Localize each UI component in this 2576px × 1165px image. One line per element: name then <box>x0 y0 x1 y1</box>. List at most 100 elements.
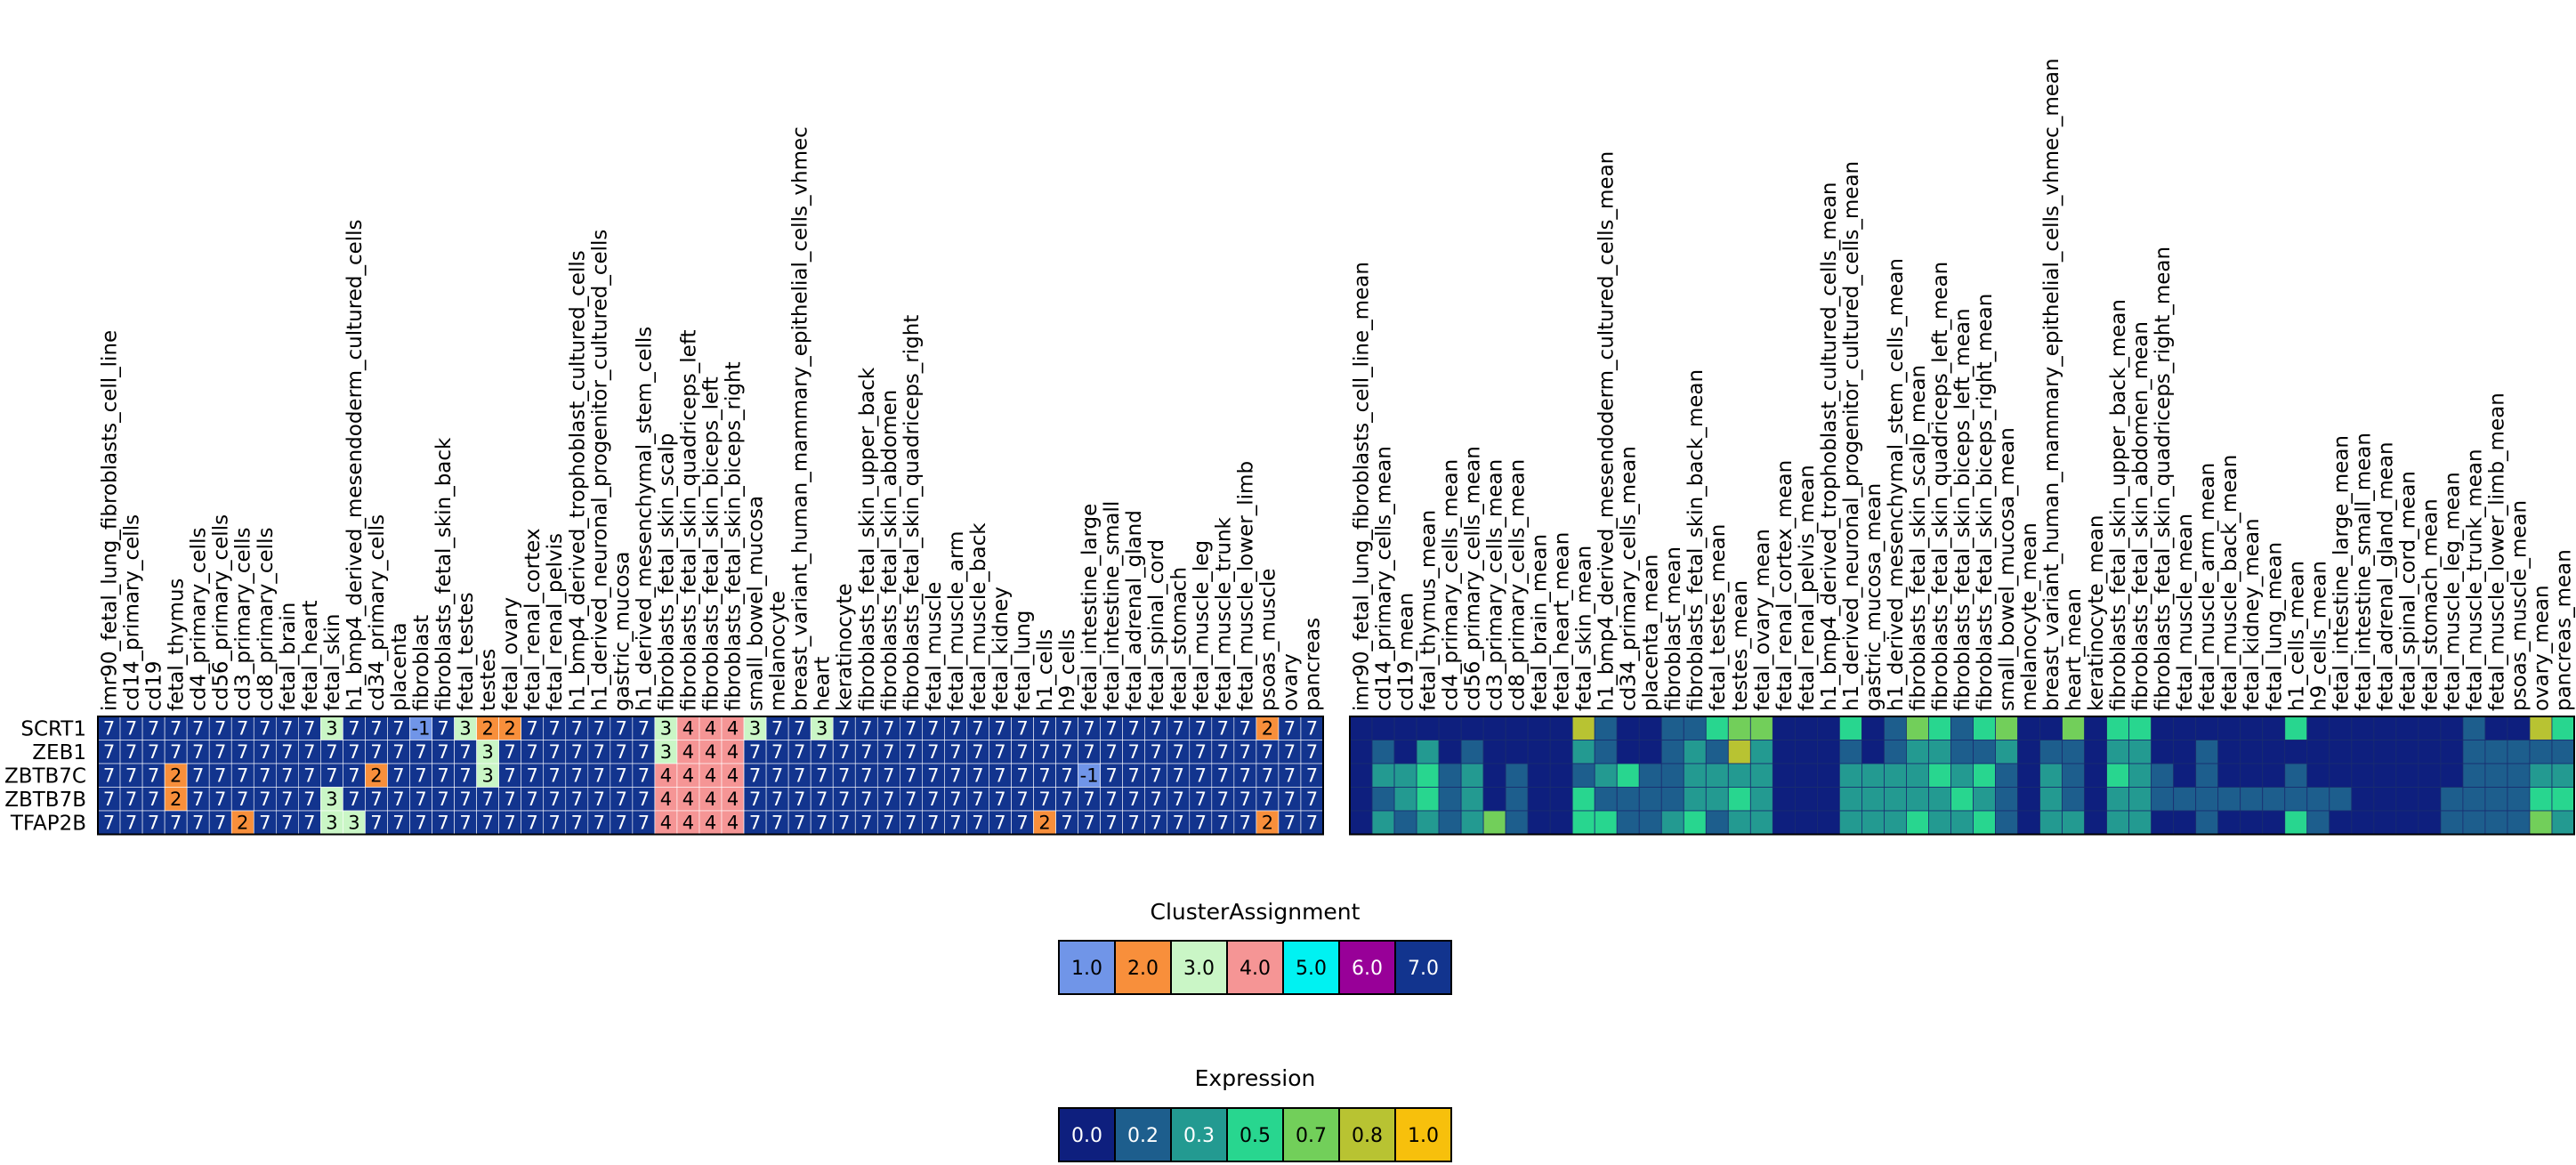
cell-value: 7 <box>370 789 382 810</box>
heatmap-cell <box>2440 787 2464 812</box>
heatmap-cell <box>2484 716 2508 740</box>
cell-value: 2 <box>1262 717 1273 739</box>
cell-value: 7 <box>972 812 983 833</box>
column-label: fetal_thymus_mean <box>1417 510 1441 711</box>
heatmap-cell <box>2240 763 2264 788</box>
cell-value: 7 <box>949 765 961 786</box>
column-label: fetal_testes <box>455 592 478 711</box>
heatmap-cell <box>2217 787 2241 812</box>
cell-value: 7 <box>883 741 894 763</box>
row-label-zbtb7c: ZBTB7C <box>4 765 86 788</box>
column-label: cd34_primary_cells <box>366 514 389 711</box>
heatmap-cell <box>1884 787 1907 812</box>
heatmap-cell <box>476 740 499 765</box>
heatmap-cell <box>966 763 989 788</box>
cell-value: 7 <box>571 765 583 786</box>
cell-value: 7 <box>549 789 561 810</box>
heatmap-cell <box>1349 763 1373 788</box>
cell-value: 7 <box>192 741 204 763</box>
heatmap-cell <box>1482 740 1506 765</box>
cell-value: 7 <box>571 812 583 833</box>
heatmap-cell <box>832 740 856 765</box>
cell-value: 7 <box>638 765 650 786</box>
heatmap-cell <box>208 810 232 835</box>
heatmap-cell <box>721 740 745 765</box>
heatmap-cell <box>1571 740 1595 765</box>
heatmap-cell <box>654 810 678 835</box>
heatmap-cell <box>1233 763 1257 788</box>
cell-value: 7 <box>103 789 115 810</box>
cell-value: 7 <box>326 765 337 786</box>
column-label: fibroblasts_fetal_skin_quadriceps_right_… <box>2152 247 2175 711</box>
column-label: small_bowel_mucosa_mean <box>1996 427 2019 711</box>
column-label: cd8_primary_cells <box>254 528 278 711</box>
heatmap-cell <box>1794 810 1818 835</box>
heatmap-cell <box>230 810 254 835</box>
heatmap-cell <box>2128 787 2152 812</box>
heatmap-cell <box>2373 787 2397 812</box>
heatmap-cell <box>2306 763 2330 788</box>
column-label: cd4_primary_cells <box>188 528 211 711</box>
cell-value: 7 <box>459 765 471 786</box>
heatmap-cell <box>1393 787 1417 812</box>
heatmap-cell <box>1995 810 2018 835</box>
heatmap-cell <box>2529 716 2553 740</box>
heatmap-cell <box>1950 787 1974 812</box>
heatmap-cell <box>1505 810 1529 835</box>
cell-value: 7 <box>571 717 583 739</box>
cell-value: 4 <box>727 789 739 810</box>
heatmap-cell <box>1349 787 1373 812</box>
heatmap-cell <box>1727 716 1751 740</box>
column-label: psoas_muscle <box>1256 569 1280 711</box>
heatmap-cell <box>2173 763 2197 788</box>
heatmap-cell <box>1772 763 1796 788</box>
heatmap-cell <box>2440 763 2464 788</box>
heatmap-cell <box>900 787 923 812</box>
cell-value: 7 <box>415 789 426 810</box>
heatmap-cell <box>699 740 723 765</box>
cell-value: 7 <box>1240 789 1251 810</box>
heatmap-cell <box>1078 716 1101 740</box>
cell-value: 7 <box>838 789 850 810</box>
heatmap-cell <box>1816 787 1840 812</box>
heatmap-cell <box>1482 763 1506 788</box>
cell-value: 2 <box>170 789 182 810</box>
column-label: fetal_brain <box>277 603 300 711</box>
heatmap-cell <box>2329 763 2353 788</box>
cell-value: 3 <box>660 741 672 763</box>
cell-value: 7 <box>125 741 137 763</box>
cell-value: 7 <box>392 812 404 833</box>
heatmap-cell <box>1549 716 1573 740</box>
heatmap-cell <box>2039 740 2063 765</box>
cell-value: 7 <box>549 765 561 786</box>
heatmap-cell <box>2284 787 2308 812</box>
cell-value: 7 <box>816 789 828 810</box>
cell-value: 7 <box>237 765 248 786</box>
heatmap-cell <box>1660 787 1684 812</box>
expression-legend-swatch <box>1170 1107 1228 1162</box>
cell-value: 7 <box>214 789 226 810</box>
heatmap-cell <box>587 740 611 765</box>
column-label: fetal_spinal_cord <box>1145 539 1168 711</box>
heatmap-cell <box>1794 787 1818 812</box>
heatmap-cell <box>1278 716 1302 740</box>
heatmap-cell <box>2551 787 2575 812</box>
heatmap-cell <box>1727 787 1751 812</box>
heatmap-cell <box>2017 740 2040 765</box>
heatmap-cell <box>1973 740 1996 765</box>
cell-value: 7 <box>303 789 315 810</box>
cell-value: 7 <box>1240 765 1251 786</box>
heatmap-cell <box>1638 740 1662 765</box>
cell-value: 3 <box>459 717 471 739</box>
cell-value: 4 <box>705 717 716 739</box>
heatmap-cell <box>1416 716 1440 740</box>
heatmap-cell <box>743 787 767 812</box>
heatmap-cell <box>1594 787 1618 812</box>
cell-value: 7 <box>1016 789 1028 810</box>
expression-legend-label: 0.2 <box>1127 1125 1159 1147</box>
column-label: fibroblasts_fetal_skin_upper_back <box>856 367 879 711</box>
cell-value: 7 <box>459 741 471 763</box>
cell-value: 7 <box>927 789 939 810</box>
cell-value: 7 <box>303 812 315 833</box>
